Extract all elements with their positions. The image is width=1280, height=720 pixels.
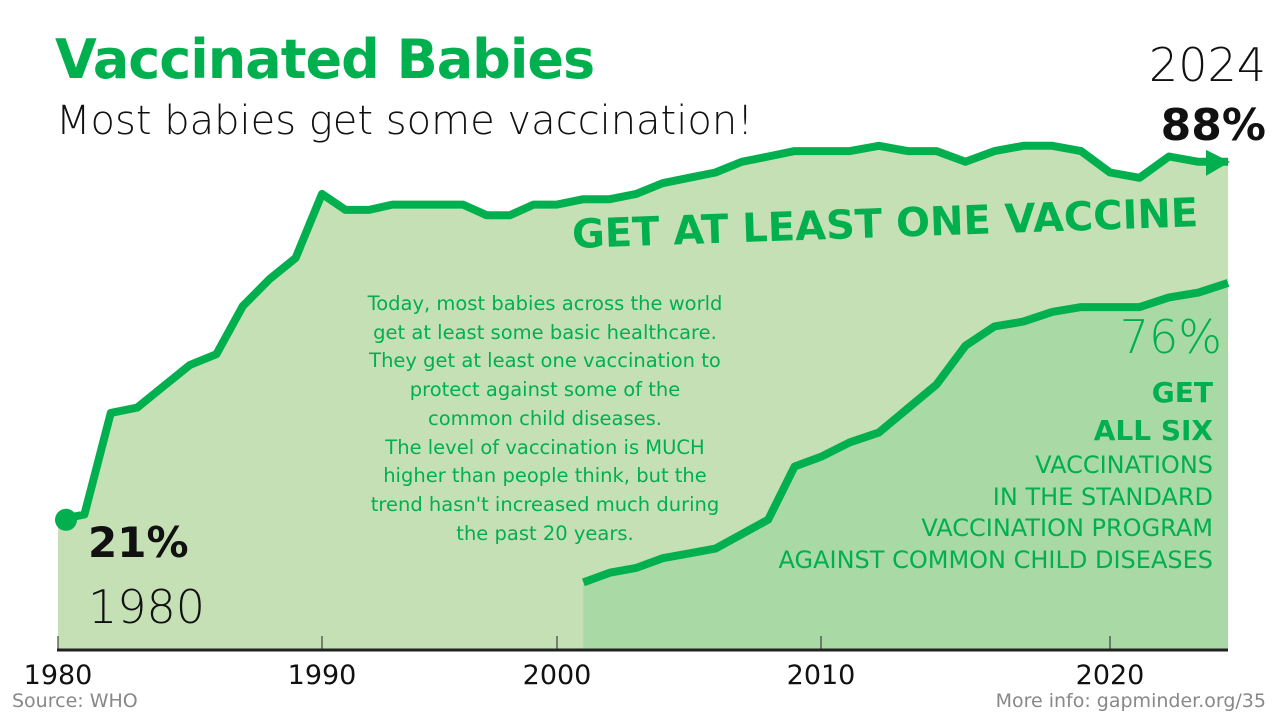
all-six-line: GET: [1151, 376, 1213, 409]
paragraph-line: They get at least one vaccination to: [369, 349, 721, 373]
all-six-line: ALL SIX: [1093, 414, 1213, 447]
all-six-line: IN THE STANDARD: [992, 482, 1213, 511]
start-year-label: 1980: [88, 580, 206, 634]
x-tick-label: 2010: [787, 660, 856, 691]
paragraph-line: The level of vaccination is MUCH: [385, 435, 705, 459]
line-all-six: [582, 279, 1230, 587]
source-note: Source: WHO: [12, 690, 138, 712]
paragraph-line: common child diseases.: [427, 406, 663, 430]
all-six-line: VACCINATION PROGRAM: [921, 514, 1213, 542]
all-six-line: AGAINST COMMON CHILD DISEASES: [778, 545, 1213, 574]
area-all-six: [583, 282, 1228, 650]
x-tick-label: 2020: [1076, 660, 1145, 691]
all-six-description: GET ALL SIX VACCINATIONS IN THE STANDARD…: [779, 374, 1213, 576]
paragraph-line: the past 20 years.: [456, 521, 634, 545]
page-title: Vaccinated Babies: [55, 28, 595, 91]
page-subtitle: Most babies get some vaccination!: [56, 98, 754, 144]
x-tick-label: 2000: [523, 660, 592, 691]
start-dot: [55, 508, 77, 531]
more-info-link[interactable]: More info: gapminder.org/35: [995, 690, 1266, 712]
all-six-line: VACCINATIONS: [1035, 451, 1213, 479]
start-value-label: 21%: [88, 518, 189, 567]
paragraph-line: Today, most babies across the world: [367, 292, 723, 315]
x-tick-label: 1990: [288, 660, 357, 691]
end-value-label: 88%: [1160, 100, 1266, 151]
arrow-head-icon: [1206, 149, 1230, 176]
paragraph-line: trend hasn't increased much during: [370, 492, 720, 516]
end-year-label: 2024: [1148, 38, 1266, 92]
explanation-paragraph: Today, most babies across the world get …: [330, 290, 760, 548]
paragraph-line: higher than people think, but the: [383, 464, 707, 488]
x-tick-label: 1980: [24, 660, 93, 691]
paragraph-line: get at least some basic healthcare.: [373, 320, 717, 344]
all-six-value-label: 76%: [1119, 310, 1222, 364]
paragraph-line: protect against some of the: [409, 378, 681, 402]
